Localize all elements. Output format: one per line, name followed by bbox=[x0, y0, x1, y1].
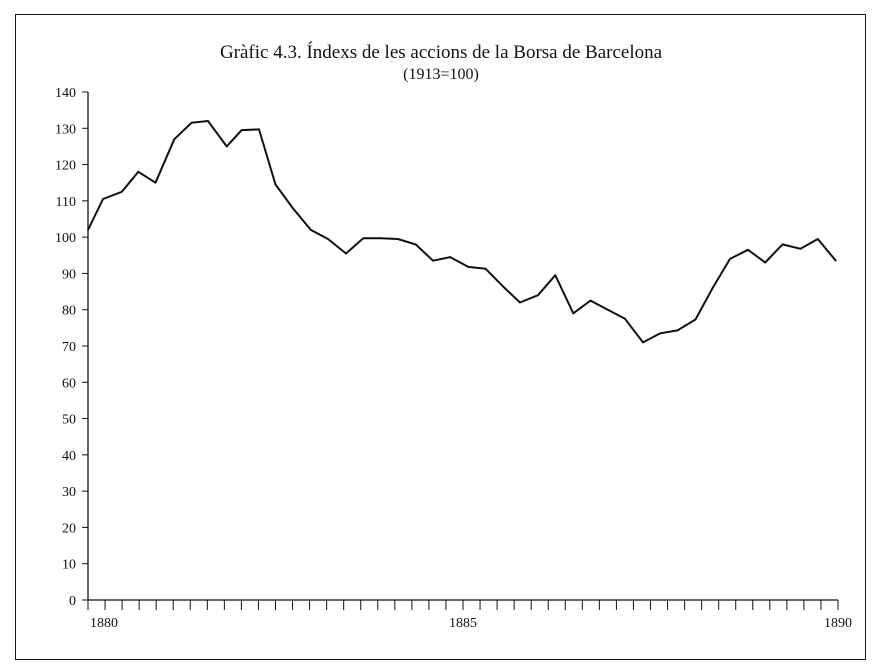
y-tick-label: 60 bbox=[62, 376, 76, 391]
data-point bbox=[207, 120, 209, 122]
data-point bbox=[834, 259, 837, 262]
y-tick-label: 0 bbox=[69, 594, 76, 609]
data-point bbox=[694, 318, 697, 321]
data-point bbox=[781, 243, 784, 246]
data-point bbox=[396, 238, 399, 240]
data-point bbox=[414, 243, 417, 246]
x-tick-label: 1880 bbox=[90, 616, 118, 631]
data-point bbox=[345, 252, 347, 255]
y-tick-label: 130 bbox=[55, 122, 76, 137]
y-tick-label: 30 bbox=[62, 485, 76, 500]
data-point bbox=[554, 274, 557, 277]
data-point bbox=[291, 207, 294, 209]
data-point bbox=[572, 312, 575, 315]
data-point bbox=[225, 145, 228, 148]
data-point bbox=[537, 294, 539, 297]
data-point bbox=[449, 256, 452, 258]
data-point bbox=[362, 237, 365, 240]
data-point bbox=[432, 259, 434, 262]
x-tick-label: 1890 bbox=[824, 616, 852, 631]
data-point bbox=[87, 229, 89, 231]
y-tick-label: 80 bbox=[62, 304, 76, 319]
data-point bbox=[676, 329, 679, 332]
y-tick-label: 90 bbox=[62, 267, 76, 282]
data-point bbox=[711, 287, 714, 289]
chart-subtitle: (1913=100) bbox=[403, 66, 479, 83]
data-point bbox=[729, 258, 731, 260]
y-tick-label: 140 bbox=[55, 86, 76, 101]
axes: 0 10 20 30 40 50 60 70 80 90 100 110 120 130 140 1880 18… bbox=[55, 86, 852, 631]
data-point bbox=[137, 171, 140, 173]
chart-title: Gràfic 4.3. Índexs de les accions de la … bbox=[220, 41, 663, 63]
data-point bbox=[190, 122, 193, 124]
data-point bbox=[624, 317, 626, 320]
y-tick-label: 50 bbox=[62, 413, 76, 428]
data-point bbox=[519, 301, 521, 304]
data-point bbox=[501, 285, 504, 287]
series-line bbox=[87, 120, 837, 344]
data-point bbox=[589, 299, 592, 302]
data-point bbox=[467, 266, 470, 268]
data-point bbox=[309, 229, 312, 231]
data-point bbox=[799, 247, 802, 250]
data-point bbox=[274, 183, 277, 186]
data-point bbox=[606, 308, 609, 311]
data-point bbox=[379, 237, 382, 240]
y-tick-label: 20 bbox=[62, 521, 76, 536]
y-tick-label: 120 bbox=[55, 159, 76, 174]
data-point bbox=[642, 341, 644, 344]
series-group bbox=[87, 120, 837, 344]
y-tick-label: 70 bbox=[62, 340, 76, 355]
data-point bbox=[659, 332, 662, 335]
y-tick-label: 10 bbox=[62, 558, 76, 573]
data-point bbox=[484, 267, 487, 270]
data-point bbox=[764, 261, 767, 264]
data-point bbox=[154, 181, 157, 184]
data-point bbox=[816, 238, 819, 240]
data-point bbox=[258, 128, 260, 131]
data-point bbox=[120, 190, 123, 193]
y-tick-label: 110 bbox=[56, 195, 76, 210]
y-tick-label: 40 bbox=[62, 449, 76, 464]
data-point bbox=[747, 249, 749, 251]
y-tick-label: 100 bbox=[55, 231, 76, 246]
x-tick-label: 1885 bbox=[449, 616, 477, 631]
data-point bbox=[102, 198, 104, 200]
data-point bbox=[327, 238, 329, 240]
chart-frame bbox=[15, 14, 866, 660]
data-point bbox=[240, 129, 243, 131]
data-point bbox=[173, 138, 176, 140]
